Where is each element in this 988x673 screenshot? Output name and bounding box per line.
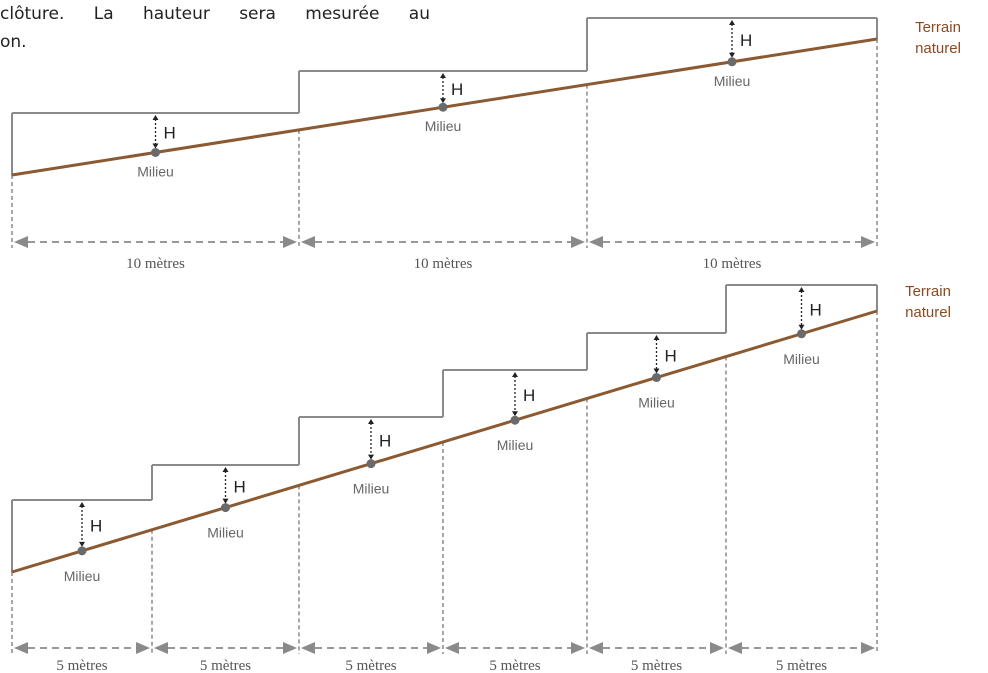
height-label: H [810, 300, 822, 319]
height-arrow-head-bottom [798, 324, 805, 330]
midpoint-dot [797, 329, 806, 339]
intro-line-1: clôture. La hauteur sera mesurée au [0, 4, 430, 24]
midpoint-label: Milieu [207, 525, 244, 541]
dimension-arrow-right [136, 642, 150, 654]
height-label: H [740, 31, 752, 50]
height-arrow-head-top [368, 419, 374, 424]
dimension-arrow-right [861, 642, 875, 654]
distance-label: 5 mètres [631, 658, 682, 673]
terrain-line [11, 309, 878, 574]
midpoint-dot [221, 503, 230, 513]
dimension-arrow-right [710, 642, 724, 654]
midpoint-dot [652, 373, 661, 383]
height-label: H [90, 516, 102, 535]
midpoint-label: Milieu [353, 481, 390, 497]
height-arrow-head-top [152, 115, 159, 120]
height-arrow-head-top [512, 372, 518, 377]
terrain-label-line2: naturel [905, 304, 951, 321]
intro-line-2: on. [0, 32, 27, 52]
terrain-label-line1: Terrain [915, 19, 961, 36]
dimension-arrow-right [571, 642, 585, 654]
height-arrow-head-top [440, 73, 446, 78]
dimension-arrow-left [301, 236, 315, 248]
height-label: H [379, 431, 391, 450]
dimension-arrow-left [154, 642, 168, 654]
height-label: H [523, 386, 535, 405]
terrain-label-line1: Terrain [905, 283, 951, 300]
dimension-arrow-left [14, 642, 28, 654]
distance-label: 5 mètres [345, 658, 396, 673]
dimension-arrow-left [301, 642, 315, 654]
height-arrow-head-top [653, 335, 660, 340]
midpoint-dot [151, 147, 160, 157]
dimension-arrow-left [14, 236, 28, 248]
height-label: H [451, 80, 463, 99]
distance-label: 10 mètres [414, 256, 473, 272]
height-arrow-head-bottom [653, 368, 660, 374]
midpoint-label: Milieu [425, 118, 462, 134]
height-arrow-head-bottom [222, 498, 229, 504]
height-arrow-head-top [798, 287, 805, 292]
height-arrow-head-bottom [152, 143, 159, 149]
dimension-arrow-right [571, 236, 585, 248]
distance-label: 10 mètres [126, 256, 185, 272]
dimension-arrow-left [728, 642, 742, 654]
dimension-arrow-right [427, 642, 441, 654]
height-arrow-head-bottom [512, 411, 518, 417]
distance-label: 5 mètres [489, 658, 540, 673]
midpoint-dot [727, 57, 737, 67]
midpoint-label: Milieu [137, 163, 174, 179]
distance-label: 5 mètres [776, 658, 827, 673]
distance-label: 5 mètres [56, 658, 107, 673]
distance-label: 5 mètres [200, 658, 251, 673]
height-label: H [164, 124, 176, 143]
height-label: H [234, 477, 246, 496]
height-arrow-head-top [729, 20, 735, 25]
midpoint-dot [77, 546, 87, 556]
midpoint-label: Milieu [497, 437, 534, 453]
dimension-arrow-left [589, 236, 603, 248]
height-arrow-head-bottom [440, 98, 446, 104]
midpoint-dot [510, 415, 520, 425]
dimension-arrow-right [283, 236, 297, 248]
terrain-label-line2: naturel [915, 40, 961, 57]
height-arrow-head-top [222, 467, 229, 472]
height-arrow-head-bottom [368, 454, 374, 460]
intro-text: clôture. La hauteur sera mesurée au on. [0, 0, 430, 56]
diagram-10m-segments: H Milieu 10 mètres H Milieu 10 mètres H Milieu 1… [11, 17, 961, 272]
dimension-arrow-left [589, 642, 603, 654]
midpoint-label: Milieu [714, 73, 751, 89]
diagram-5m-segments: H Milieu 5 mètres H Milieu 5 mètres H Milieu 5 m… [11, 283, 951, 673]
midpoint-label: Milieu [638, 395, 675, 411]
midpoint-label: Milieu [783, 351, 820, 367]
midpoint-dot [438, 102, 448, 112]
height-label: H [665, 346, 677, 365]
midpoint-dot [366, 459, 376, 469]
distance-label: 10 mètres [703, 256, 762, 272]
dimension-arrow-right [283, 642, 297, 654]
dimension-arrow-right [861, 236, 875, 248]
dimension-arrow-left [445, 642, 459, 654]
midpoint-label: Milieu [64, 568, 101, 584]
height-arrow-head-bottom [79, 541, 85, 547]
height-arrow-head-bottom [729, 52, 735, 58]
height-arrow-head-top [79, 502, 85, 507]
